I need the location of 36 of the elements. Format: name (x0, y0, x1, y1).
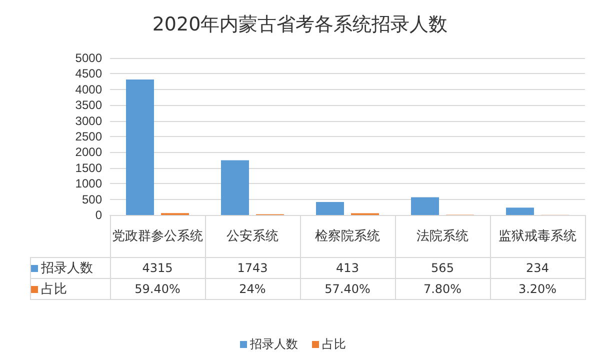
y-tick-label: 5000 (75, 51, 102, 65)
data-label: 57.40% (300, 278, 395, 300)
legend-label: 招录人数 (30, 258, 110, 278)
text: 占比 (322, 337, 346, 351)
y-tick-label: 3000 (75, 114, 102, 128)
y-tick-label: 1500 (75, 160, 102, 175)
chart-title: 2020年内蒙古省考各系统招录人数 (152, 14, 448, 36)
data-label: 4315 (110, 258, 205, 278)
y-tick-label: 4500 (75, 66, 102, 81)
data-label: 1743 (205, 258, 300, 278)
bar (506, 208, 534, 215)
x-tick-label: 党政群参公系统 (110, 216, 205, 258)
data-label: 24% (205, 278, 300, 300)
data-label: 565 (395, 258, 490, 278)
x-tick-label: 检察院系统 (300, 216, 395, 258)
bar (126, 80, 154, 215)
data-label: 413 (300, 258, 395, 278)
bar (221, 160, 249, 215)
data-label: 7.80% (395, 278, 490, 300)
text: 招录人数 (250, 337, 298, 351)
y-tick-label: 0 (95, 208, 102, 222)
bar (411, 197, 439, 215)
legend-label: 占比 (30, 278, 110, 300)
y-tick-label: 4000 (75, 82, 102, 96)
y-tick-label: 3500 (75, 98, 102, 112)
x-tick-label: 监狱戒毒系统 (490, 216, 585, 258)
data-label: 3.20% (490, 278, 585, 300)
y-tick-label: 500 (82, 192, 102, 206)
y-tick-label: 2500 (75, 130, 102, 144)
data-label: 59.40% (110, 278, 205, 300)
bar (316, 202, 344, 215)
y-tick-label: 1000 (75, 176, 102, 191)
data-label: 234 (490, 258, 585, 278)
y-tick-label: 2000 (75, 145, 102, 160)
x-tick-label: 公安系统 (205, 216, 300, 258)
x-tick-label: 法院系统 (395, 216, 490, 258)
